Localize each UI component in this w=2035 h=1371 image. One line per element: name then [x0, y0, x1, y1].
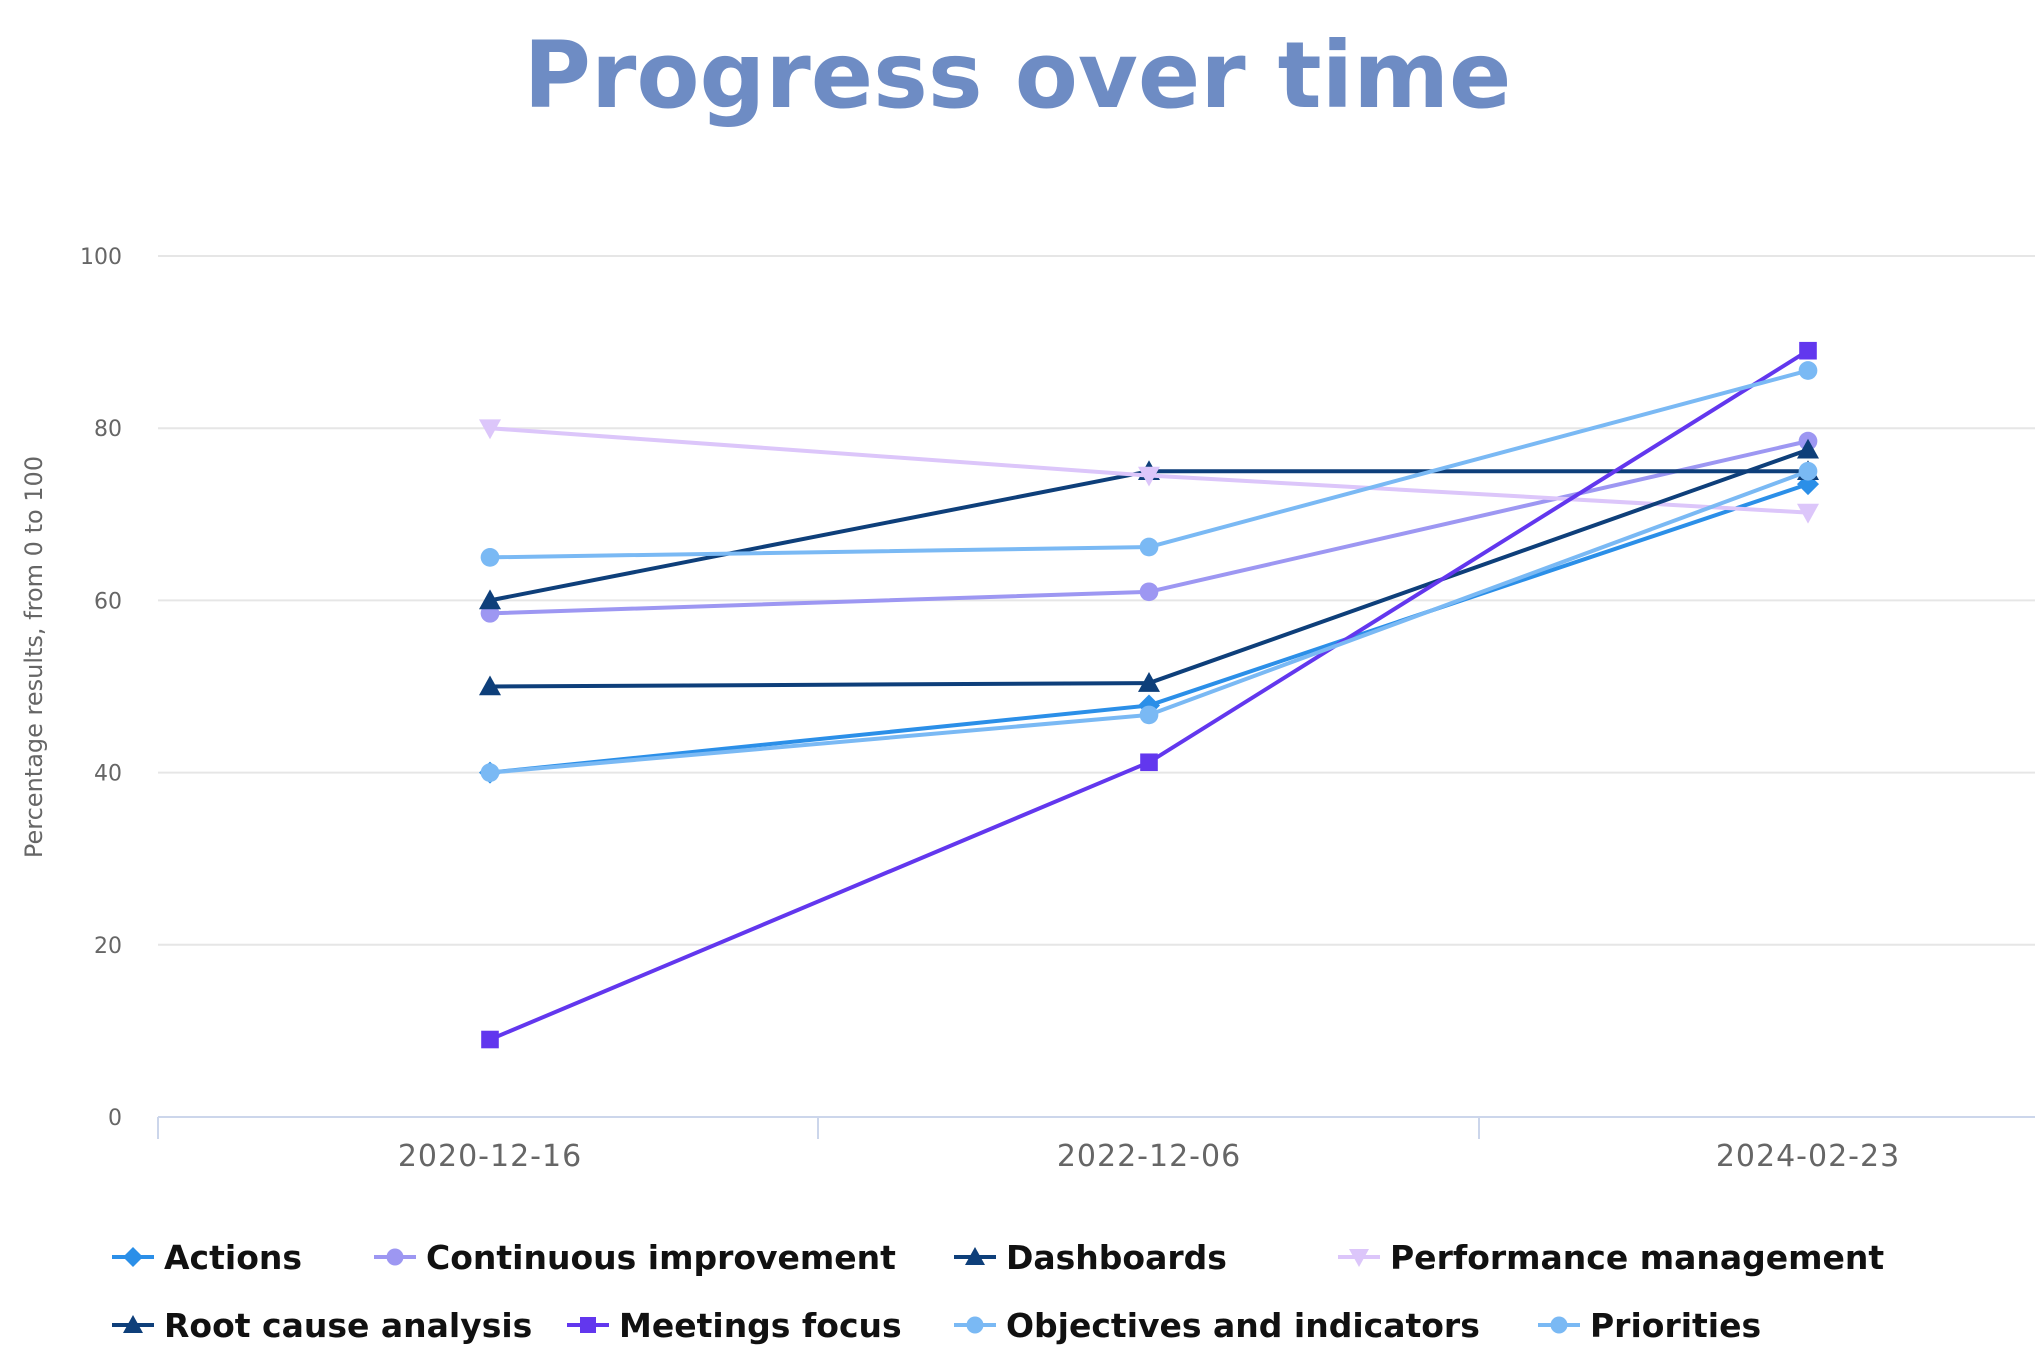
data-point — [479, 675, 501, 696]
legend-symbol-icon — [374, 1248, 416, 1266]
legend-item[interactable]: Objectives and indicators — [952, 1303, 1480, 1347]
legend-label: Dashboards — [1006, 1237, 1227, 1277]
legend-symbol-icon — [954, 1247, 996, 1265]
data-point — [479, 419, 501, 440]
y-tick-label: 80 — [94, 417, 122, 442]
series-root-cause-analysis — [479, 438, 1819, 696]
y-tick-label: 20 — [94, 934, 122, 959]
series-layer — [479, 341, 1819, 1049]
y-axis-title: Percentage results, from 0 to 100 — [20, 456, 48, 858]
x-tick-label: 2022-12-06 — [1057, 1139, 1241, 1174]
legend-item[interactable]: Meetings focus — [565, 1303, 902, 1347]
series-line — [489, 482, 1809, 775]
data-point — [480, 548, 500, 567]
legend-symbol-icon — [567, 1317, 609, 1333]
legend-row: Actions Continuous improvement Dashboards P… — [110, 1235, 2010, 1303]
legend-item[interactable]: Continuous improvement — [372, 1235, 896, 1279]
data-point — [1550, 1316, 1568, 1334]
series-objectives-and-indicators — [480, 361, 1818, 567]
legend-symbol-icon — [112, 1247, 154, 1267]
data-point — [1349, 1249, 1369, 1267]
legend: Actions Continuous improvement Dashboards P… — [110, 1235, 2010, 1371]
y-tick-label: 100 — [80, 245, 122, 270]
data-point — [123, 1315, 143, 1333]
legend-label: Meetings focus — [619, 1305, 902, 1345]
legend-symbol-icon — [954, 1316, 996, 1334]
data-point — [1797, 503, 1819, 524]
legend-label: Performance management — [1390, 1237, 1885, 1277]
y-tick-label: 40 — [94, 762, 122, 787]
legend-symbol-icon — [1338, 1249, 1380, 1267]
legend-label: Priorities — [1590, 1305, 1762, 1345]
y-tick-label: 0 — [108, 1106, 122, 1131]
data-point — [1140, 753, 1158, 772]
data-point — [580, 1317, 596, 1333]
data-point — [481, 1030, 499, 1049]
legend-symbol-icon — [112, 1315, 154, 1333]
legend-item[interactable]: Actions — [110, 1235, 302, 1279]
legend-label: Actions — [164, 1237, 302, 1277]
data-point — [479, 589, 501, 610]
chart-title: Progress over time — [523, 22, 1512, 129]
legend-symbol-icon — [1538, 1316, 1580, 1334]
series-meetings-focus — [481, 341, 1817, 1049]
axes: 0 20 40 60 80 100 2020-12-16 2022-12-06 2024-02-… — [80, 245, 2035, 1174]
legend-label: Root cause analysis — [164, 1305, 533, 1345]
data-point — [1798, 461, 1818, 481]
legend-item[interactable]: Root cause analysis — [110, 1303, 532, 1347]
data-point — [123, 1247, 143, 1267]
y-tick-label: 60 — [94, 589, 122, 614]
legend-item[interactable]: Performance management — [1336, 1235, 1884, 1279]
series-line — [489, 469, 1809, 775]
series-performance-management — [479, 419, 1819, 524]
gridlines — [158, 255, 2035, 946]
data-point — [480, 763, 500, 782]
data-point — [1138, 672, 1160, 692]
legend-label: Continuous improvement — [426, 1237, 896, 1277]
data-point — [1797, 438, 1819, 459]
data-point — [965, 1247, 985, 1265]
series-priorities — [480, 461, 1818, 782]
data-point — [966, 1316, 984, 1334]
data-point — [386, 1248, 404, 1266]
x-tick-label: 2020-12-16 — [398, 1139, 582, 1174]
series-line — [489, 469, 1808, 603]
legend-label: Objectives and indicators — [1006, 1305, 1480, 1345]
series-actions — [479, 473, 1819, 784]
data-point — [1139, 705, 1159, 725]
data-point — [1139, 537, 1159, 557]
data-point — [1798, 361, 1818, 380]
data-point — [1799, 341, 1817, 360]
legend-item[interactable]: Priorities — [1536, 1303, 1761, 1347]
legend-row: Root cause analysis Meetings focus Objecti… — [110, 1303, 2010, 1371]
x-tick-label: 2024-02-23 — [1716, 1139, 1900, 1174]
legend-item[interactable]: Dashboards — [952, 1235, 1227, 1279]
data-point — [1138, 466, 1160, 487]
data-point — [1139, 582, 1159, 602]
